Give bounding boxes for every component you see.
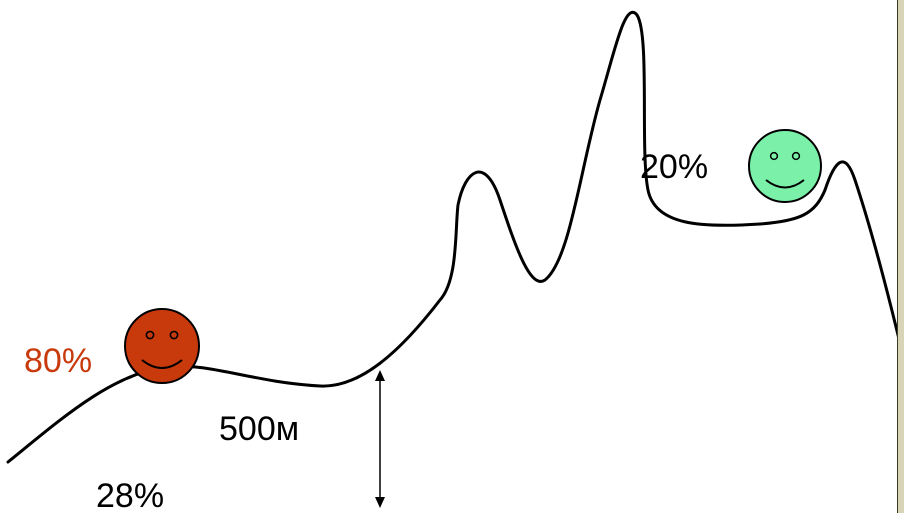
double-headed-arrow-icon xyxy=(375,370,385,508)
red-face-circle xyxy=(124,308,200,384)
red-face-right-eye xyxy=(169,330,179,340)
red-face-left-eye xyxy=(145,330,155,340)
red-percent-label: 80% xyxy=(24,342,93,380)
green-smiley-face-icon xyxy=(748,129,822,203)
right-edge-strip xyxy=(897,0,904,513)
green-percent-label: 20% xyxy=(640,148,709,186)
landscape-curve xyxy=(6,11,904,464)
height-label: 500м xyxy=(219,410,300,448)
green-face-right-eye xyxy=(791,151,801,161)
red-face-smile xyxy=(141,359,183,369)
arrow-head-bottom xyxy=(375,497,385,508)
arrow-head-top xyxy=(375,370,385,381)
green-face-smile xyxy=(765,179,805,189)
red-smiley-face-icon xyxy=(124,308,200,384)
bottom-percent-label: 28% xyxy=(96,477,165,515)
green-face-circle xyxy=(748,129,822,203)
green-face-left-eye xyxy=(769,151,779,161)
